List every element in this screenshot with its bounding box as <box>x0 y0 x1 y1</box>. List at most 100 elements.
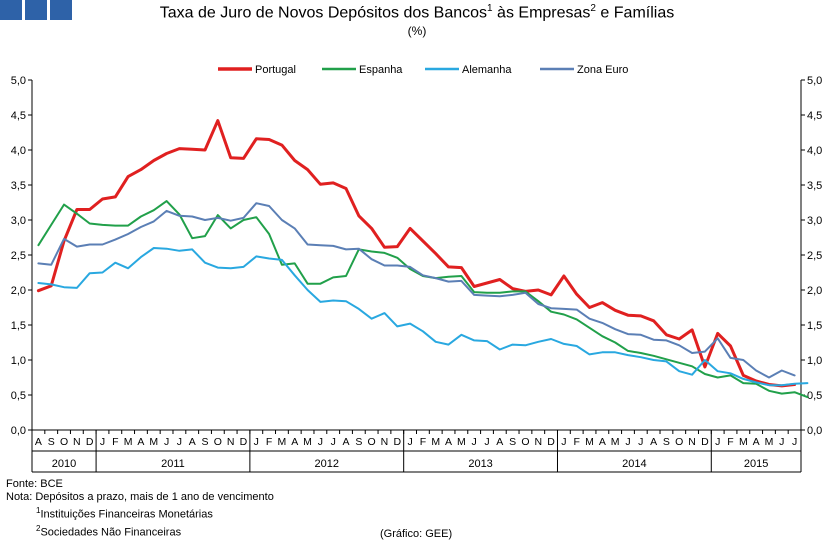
x-month-label: O <box>214 436 222 448</box>
x-year-label: 2015 <box>744 458 768 470</box>
y-tick-label-right: 1,0 <box>807 355 822 367</box>
x-month-label: J <box>472 436 477 448</box>
x-year-label: 2010 <box>52 458 76 470</box>
x-month-label: J <box>164 436 169 448</box>
x-month-label: J <box>484 436 489 448</box>
y-tick-label-left: 0,0 <box>11 425 26 437</box>
y-tick-label-left: 3,5 <box>11 180 26 192</box>
x-month-label: M <box>611 436 620 448</box>
x-month-label: A <box>753 436 760 448</box>
x-month-label: D <box>393 436 401 448</box>
x-year-label: 2012 <box>315 458 339 470</box>
x-month-label: O <box>368 436 376 448</box>
chart-credit: (Gráfico: GEE) <box>380 528 453 540</box>
y-tick-label-left: 4,0 <box>11 145 26 157</box>
x-month-label: N <box>381 436 389 448</box>
x-month-label: F <box>266 436 272 448</box>
x-month-label: F <box>573 436 579 448</box>
x-month-label: F <box>420 436 426 448</box>
x-month-label: N <box>73 436 81 448</box>
x-month-label: J <box>779 436 784 448</box>
footnotes: Fonte: BCE Nota: Depósitos a prazo, mais… <box>6 478 274 539</box>
legend-label-espanha: Espanha <box>359 64 403 76</box>
x-month-label: D <box>240 436 248 448</box>
chart-unit: (%) <box>407 24 427 38</box>
x-month-label: M <box>124 436 133 448</box>
y-tick-label-left: 0,5 <box>11 390 26 402</box>
series-lines <box>36 119 809 399</box>
y-tick-label-left: 1,5 <box>11 320 26 332</box>
x-month-label: A <box>291 436 298 448</box>
series-line-portugal <box>36 119 797 388</box>
x-month-label: M <box>431 436 440 448</box>
x-month-label: J <box>625 436 630 448</box>
y-tick-label-right: 0,5 <box>807 390 822 402</box>
x-month-label: J <box>331 436 336 448</box>
footnote-2: 2Sociedades Não Financeiras <box>36 523 182 539</box>
x-month-label: F <box>727 436 733 448</box>
legend-label-zona-euro: Zona Euro <box>577 64 628 76</box>
x-month-label: M <box>585 436 594 448</box>
x-month-label: J <box>638 436 643 448</box>
x-month-label: N <box>534 436 542 448</box>
x-month-label: A <box>496 436 503 448</box>
x-month-label: O <box>60 436 68 448</box>
y-tick-label-left: 2,0 <box>11 285 26 297</box>
x-month-label: S <box>663 436 670 448</box>
y-tick-label-right: 4,0 <box>807 145 822 157</box>
x-year-label: 2014 <box>622 458 646 470</box>
x-month-label: S <box>509 436 516 448</box>
legend-label-portugal: Portugal <box>255 64 296 76</box>
axes: 0,0 0,0 0,5 0,5 1,0 1,0 1,5 1,5 2,0 2,0 2,5 2,5 3,0 3… <box>11 75 822 473</box>
x-month-label: D <box>547 436 555 448</box>
x-month-label: A <box>650 436 657 448</box>
x-month-label: O <box>521 436 529 448</box>
y-tick-label-right: 2,5 <box>807 250 822 262</box>
x-month-label: S <box>355 436 362 448</box>
x-month-label: S <box>202 436 209 448</box>
deposit-note: Nota: Depósitos a prazo, mais de 1 ano d… <box>6 491 274 503</box>
x-month-label: J <box>177 436 182 448</box>
x-month-label: J <box>561 436 566 448</box>
x-month-label: M <box>739 436 748 448</box>
x-month-label: J <box>792 436 797 448</box>
x-month-label: J <box>318 436 323 448</box>
x-month-label: A <box>189 436 196 448</box>
series-line-alemanha <box>37 247 809 387</box>
x-month-label: M <box>303 436 312 448</box>
y-tick-label-left: 4,5 <box>11 110 26 122</box>
y-tick-label-right: 3,0 <box>807 215 822 227</box>
x-month-label: J <box>407 436 412 448</box>
series-line-zona-euro <box>37 202 796 379</box>
y-tick-label-right: 2,0 <box>807 285 822 297</box>
x-month-label: N <box>227 436 235 448</box>
x-month-label: A <box>445 436 452 448</box>
legend: Portugal Espanha Alemanha Zona Euro <box>218 64 628 76</box>
x-month-label: A <box>599 436 606 448</box>
x-month-label: N <box>688 436 696 448</box>
x-month-label: S <box>48 436 55 448</box>
y-tick-label-right: 3,5 <box>807 180 822 192</box>
y-tick-label-left: 1,0 <box>11 355 26 367</box>
x-year-label: 2011 <box>161 458 185 470</box>
y-tick-label-left: 5,0 <box>11 75 26 87</box>
x-month-label: J <box>254 436 259 448</box>
chart-title: Taxa de Juro de Novos Depósitos dos Banc… <box>159 3 675 22</box>
y-tick-label-right: 4,5 <box>807 110 822 122</box>
x-month-label: O <box>675 436 683 448</box>
x-month-label: M <box>457 436 466 448</box>
x-month-label: M <box>149 436 158 448</box>
x-year-label: 2013 <box>468 458 492 470</box>
y-tick-label-left: 2,5 <box>11 250 26 262</box>
source-note: Fonte: BCE <box>6 478 63 490</box>
x-month-label: A <box>35 436 42 448</box>
x-month-label: A <box>137 436 144 448</box>
x-month-label: M <box>278 436 287 448</box>
x-month-label: D <box>86 436 94 448</box>
x-month-label: J <box>100 436 105 448</box>
footnote-1: 1Instituições Financeiras Monetárias <box>36 506 213 521</box>
x-month-label: A <box>343 436 350 448</box>
x-month-label: D <box>701 436 709 448</box>
x-month-label: M <box>765 436 774 448</box>
